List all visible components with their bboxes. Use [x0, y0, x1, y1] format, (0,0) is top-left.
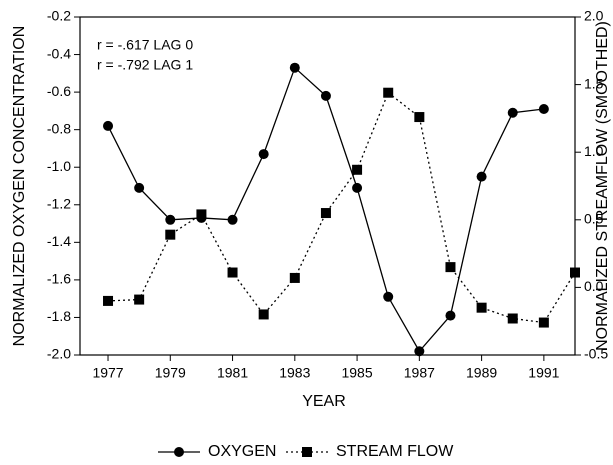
legend-marker [174, 447, 184, 457]
x-axis-label: YEAR [302, 393, 346, 410]
point [134, 294, 145, 305]
point [507, 313, 518, 324]
y-tick-label: -0.6 [47, 83, 71, 99]
legend-marker [302, 447, 312, 457]
y2-tick-label: 1.5 [584, 75, 604, 91]
point [352, 164, 363, 175]
point [134, 182, 145, 193]
y-tick-label: -0.8 [47, 120, 71, 136]
y-axis-label: NORMALIZED OXYGEN CONCENTRATION [11, 26, 28, 347]
y2-tick-label: -0.5 [584, 346, 608, 362]
annotation: r = -.792 LAG 1 [97, 57, 193, 73]
series-line [107, 91, 576, 324]
x-tick-label: 1987 [404, 365, 435, 381]
point [538, 317, 549, 328]
y-tick-label: -1.8 [47, 308, 71, 324]
point [383, 291, 394, 302]
point [538, 104, 549, 115]
point [196, 209, 207, 220]
point [445, 262, 456, 273]
x-tick-label: 1985 [341, 365, 372, 381]
point [476, 171, 487, 182]
point [103, 120, 114, 131]
x-tick-label: 1981 [217, 365, 248, 381]
y2-tick-label: 1.0 [584, 143, 604, 159]
point [445, 310, 456, 321]
legend-label: OXYGEN [208, 443, 276, 460]
legend-label: STREAM FLOW [336, 443, 454, 460]
y-tick-label: -0.4 [47, 45, 71, 61]
point [414, 112, 425, 123]
annotation: r = -.617 LAG 0 [97, 37, 193, 53]
point [476, 302, 487, 313]
point [165, 229, 176, 240]
point [320, 208, 331, 219]
point [507, 107, 518, 118]
point [165, 214, 176, 225]
y-tick-label: -1.2 [47, 195, 71, 211]
point [258, 149, 269, 160]
y-tick-label: -1.4 [47, 233, 71, 249]
x-tick-label: 1991 [528, 365, 559, 381]
y-tick-label: -1.6 [47, 271, 71, 287]
y-tick-label: -2.0 [47, 346, 71, 362]
y-tick-label: -1.0 [47, 158, 71, 174]
x-tick-label: 1979 [155, 365, 186, 381]
point [103, 295, 114, 306]
point [383, 87, 394, 98]
plot-frame [79, 16, 576, 356]
y2-tick-label: 2.0 [584, 8, 604, 24]
y2-tick-label: 0.5 [584, 211, 604, 227]
point [320, 90, 331, 101]
y-tick-label: -0.2 [47, 8, 71, 24]
y2-tick-label: 0.0 [584, 278, 604, 294]
x-tick-label: 1977 [92, 365, 123, 381]
point [227, 267, 238, 278]
point [570, 267, 580, 278]
point [227, 214, 238, 225]
y2-axis-label: NORMALIZED STREAMFLOW (SMOOTHED) [594, 21, 611, 351]
point [414, 346, 425, 357]
point [352, 182, 363, 193]
point [289, 62, 300, 73]
point [258, 309, 269, 320]
point [289, 272, 300, 283]
x-tick-label: 1983 [279, 365, 310, 381]
x-tick-label: 1989 [466, 365, 497, 381]
